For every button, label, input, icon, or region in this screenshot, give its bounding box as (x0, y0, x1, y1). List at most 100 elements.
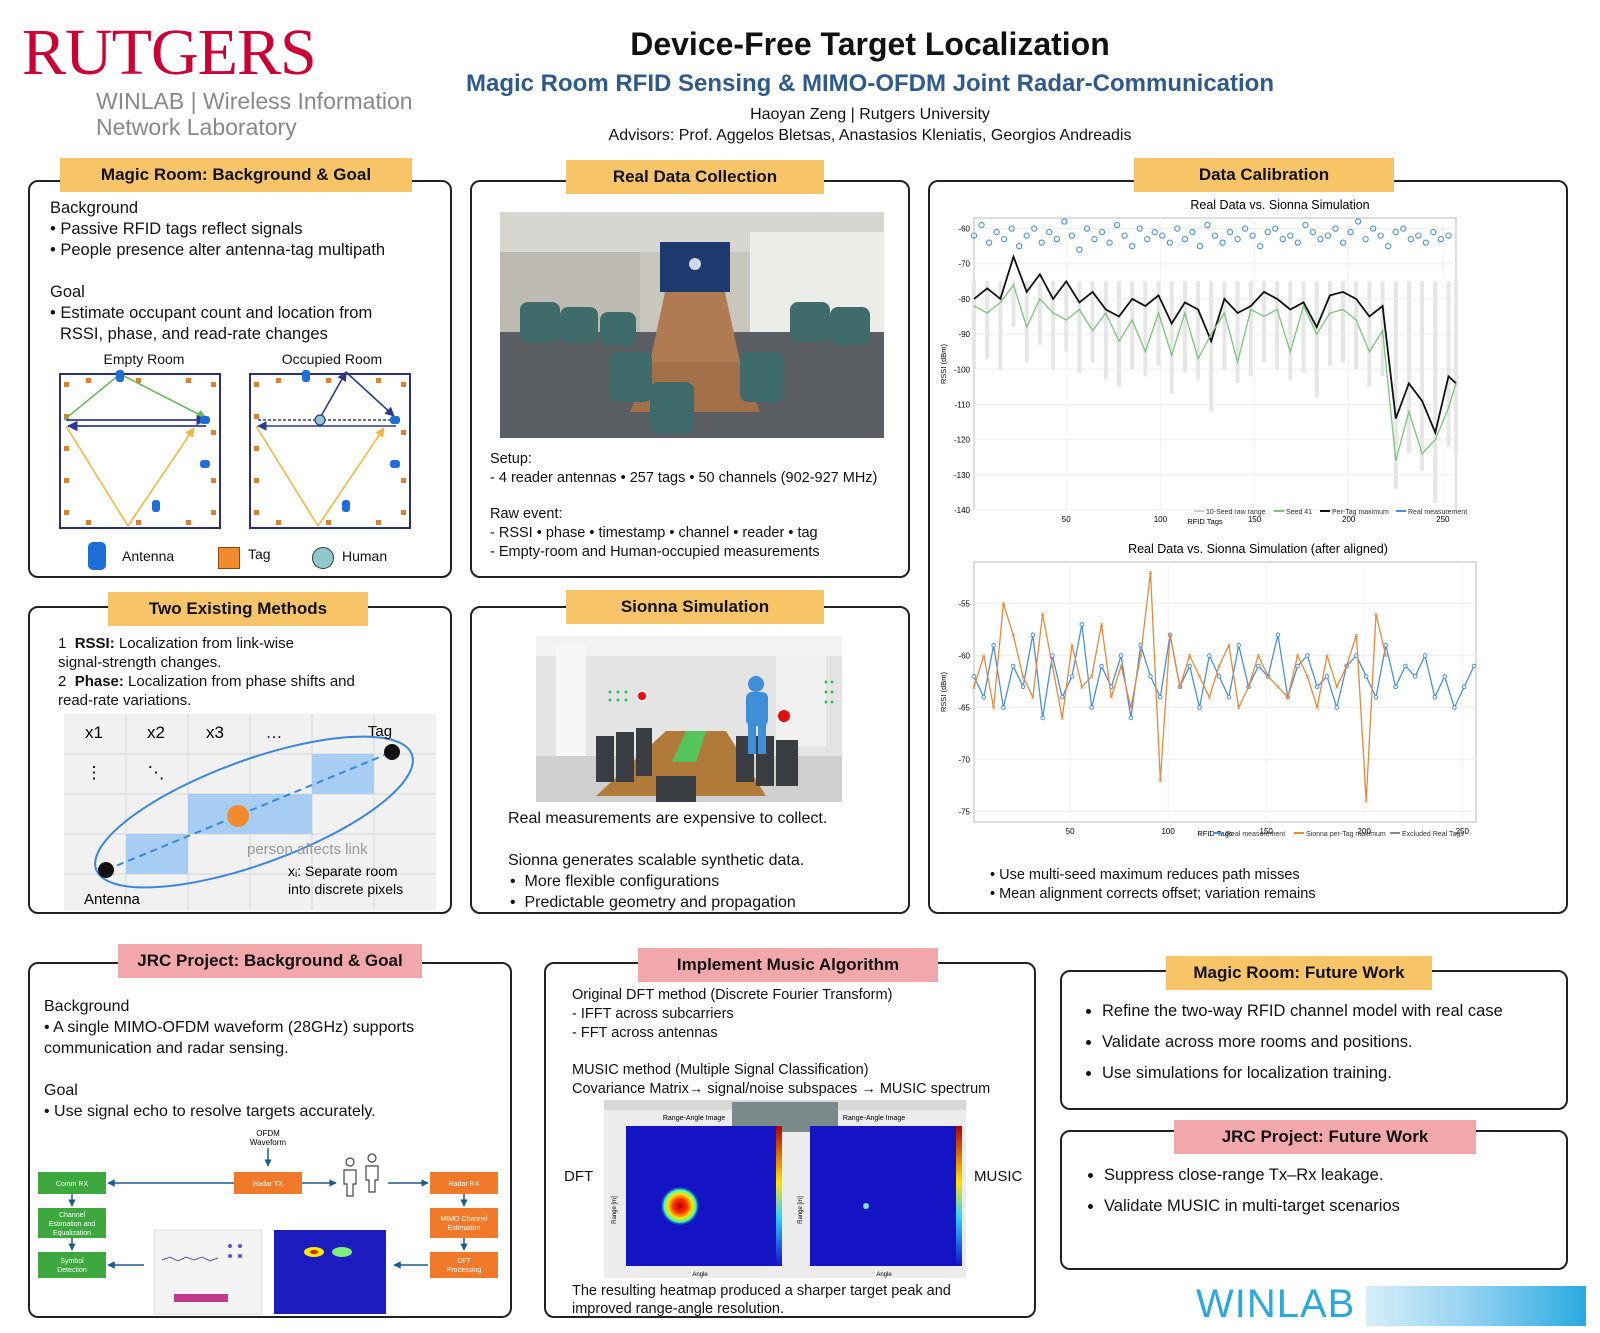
data-point (1383, 642, 1389, 648)
data-point (1272, 225, 1279, 232)
data-point (1422, 653, 1428, 658)
data-point: × (1325, 652, 1330, 661)
methods-title: Two Existing Methods (108, 592, 368, 626)
calib-note-1: • Use multi-seed maximum reduces path mi… (990, 867, 1300, 883)
svg-text:Estimation: Estimation (448, 1225, 481, 1232)
magic-bg-title: Magic Room: Background & Goal (60, 158, 412, 192)
music-title: Implement Music Algorithm (638, 948, 938, 982)
magic-bg-text: Background • Passive RFID tags reflect s… (50, 198, 442, 345)
x-tick-label: 100 (1161, 827, 1175, 836)
grid-dots: … (266, 723, 283, 742)
raw-line-1: - RSSI • phase • timestamp • channel • r… (490, 525, 818, 541)
jrc-comm-rx: Comm RX (56, 1181, 89, 1188)
x-tick-label: 50 (1066, 827, 1075, 836)
data-point: × (1089, 672, 1094, 681)
bg-item-1: • Passive RFID tags reflect signals (50, 220, 303, 238)
data-point (1038, 239, 1045, 246)
data-point (1403, 663, 1408, 669)
chart1-legend: 10-Seed raw range Seed 41 Per-Tag maximu… (1194, 509, 1467, 516)
data-point: × (1315, 704, 1320, 713)
data-point (1445, 232, 1452, 239)
jrc-future-title: JRC Project: Future Work (1174, 1120, 1476, 1154)
data-point (1020, 684, 1026, 690)
y-tick-label: -110 (955, 400, 971, 409)
series-line (973, 624, 1475, 719)
rutgers-wordmark: RUTGERS (22, 16, 317, 89)
data-point (1151, 228, 1158, 236)
music-music-label: MUSIC (974, 1168, 1023, 1185)
grid-xi-2: into discrete pixels (288, 881, 403, 897)
data-point (1354, 218, 1362, 225)
data-point: × (1334, 683, 1339, 692)
jrc-waveform: Waveform (250, 1138, 286, 1147)
data-point (1010, 663, 1016, 669)
jrc-future-item: Suppress close-range Tx–Rx leakage. (1104, 1166, 1600, 1185)
data-point (1136, 225, 1143, 232)
data-point (1385, 242, 1392, 250)
x-tick-label: 150 (1260, 827, 1274, 836)
svg-text:Equalization: Equalization (53, 1230, 91, 1237)
data-point (1023, 232, 1030, 239)
data-point (1373, 694, 1379, 700)
series-line (973, 572, 1387, 802)
jrc-bg-1: • A single MIMO-OFDM waveform (28GHz) su… (44, 1019, 415, 1036)
data-point: × (1178, 683, 1183, 692)
data-point (1412, 674, 1418, 679)
series-line (973, 283, 1457, 461)
data-point: × (1148, 568, 1153, 577)
data-point (1234, 235, 1241, 243)
svg-text:Symbol: Symbol (60, 1258, 84, 1265)
data-point (1068, 232, 1076, 239)
raw-range-band (972, 281, 1458, 503)
tag-icon (218, 547, 240, 569)
x-tick-label: 50 (1062, 515, 1071, 524)
magic-future-item: Refine the two-way RFID channel model wi… (1102, 1002, 1600, 1021)
y-tick-label: -70 (958, 756, 970, 765)
data-point (1204, 221, 1211, 229)
data-point (1415, 232, 1422, 239)
data-point (985, 239, 993, 246)
data-point: × (1109, 693, 1114, 702)
data-point (1091, 235, 1098, 243)
svg-text:DFT: DFT (457, 1258, 471, 1265)
data-point: × (1070, 641, 1075, 650)
calibration-title: Data Calibration (1134, 158, 1394, 192)
data-point: × (1383, 652, 1388, 661)
heatmap-angle-axis-dft: Angle (692, 1272, 708, 1278)
poster-author: Haoyan Zeng | Rutgers University (750, 106, 990, 123)
data-point: × (1060, 714, 1065, 723)
jrc-bg-2: communication and radar sensing. (44, 1040, 289, 1057)
data-point: × (1256, 652, 1261, 661)
data-point (1016, 242, 1023, 250)
data-point: × (1119, 662, 1124, 671)
methods-text: 1 RSSI: Localization from link-wise sign… (58, 635, 355, 709)
data-point (1362, 235, 1369, 243)
winlab-footer-logo: WINLAB (1196, 1282, 1586, 1328)
jrc-radar-rx: Radar RX (449, 1181, 480, 1188)
room-diagrams (59, 370, 411, 529)
music-result: The resulting heatmap produced a sharper… (572, 1283, 951, 1317)
heatmap-range-axis-music: Range [m] (798, 1196, 804, 1224)
jrc-future-item: Validate MUSIC in multi-target scenarios (1104, 1197, 1600, 1216)
sionna-line-2: Sionna generates scalable synthetic data… (508, 852, 805, 869)
raw-heading: Raw event: (490, 506, 563, 522)
real-data-title: Real Data Collection (566, 160, 824, 194)
data-point (1430, 228, 1437, 236)
y-tick-label: -65 (958, 704, 970, 713)
data-point (1159, 232, 1166, 239)
data-point: × (1276, 683, 1281, 692)
data-point (1061, 218, 1068, 225)
magic-future-title: Magic Room: Future Work (1166, 956, 1432, 990)
sionna-line-1: Real measurements are expensive to colle… (508, 810, 828, 827)
data-point (1040, 715, 1045, 721)
data-point (1279, 235, 1286, 243)
data-point (1392, 228, 1399, 236)
data-point: × (1266, 672, 1271, 681)
data-point: × (1021, 672, 1026, 681)
empty-room-diagram (59, 370, 221, 529)
chart2-title: Real Data vs. Sionna Simulation (after a… (1128, 542, 1388, 556)
data-point (1197, 705, 1202, 710)
data-point (1363, 674, 1369, 679)
data-point (1275, 632, 1281, 638)
svg-text:MIMO Channel: MIMO Channel (440, 1216, 488, 1223)
